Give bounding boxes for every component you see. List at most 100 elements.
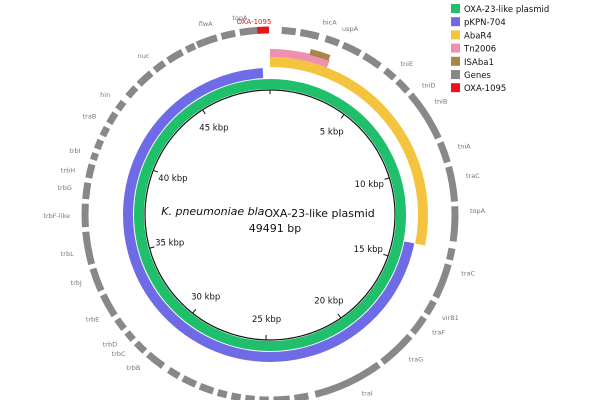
gene-segment bbox=[395, 78, 411, 94]
gene-segment bbox=[299, 29, 320, 40]
gene-segment bbox=[90, 152, 99, 161]
legend-swatch bbox=[451, 43, 460, 53]
gene-segment bbox=[93, 138, 105, 151]
legend-label: AbaR4 bbox=[464, 31, 492, 41]
legend-label: OXA-23-like plasmid bbox=[464, 5, 549, 15]
gene-label: trbD bbox=[103, 340, 117, 348]
legend-label: ISAba1 bbox=[464, 58, 494, 68]
gene-segment bbox=[106, 111, 119, 126]
gene-segment bbox=[152, 60, 167, 73]
tracks-layer bbox=[123, 48, 428, 362]
gene-label: trbH bbox=[61, 167, 75, 175]
legend-item: ISAba1 bbox=[451, 56, 494, 68]
track-abar4 bbox=[269, 57, 428, 246]
gene-label: virB1 bbox=[442, 314, 459, 322]
gene-segment bbox=[230, 392, 242, 400]
gene-label: trbC bbox=[112, 350, 126, 358]
kbp-tick bbox=[149, 246, 155, 249]
genes-layer bbox=[81, 26, 459, 400]
legend: OXA-23-like plasmid pKPN-704 AbaR4 Tn2006 IS… bbox=[451, 4, 549, 94]
gene-segment bbox=[245, 394, 255, 400]
center-title-gene: OXA-23-like plasmid bbox=[264, 207, 374, 220]
gene-label: traB bbox=[83, 112, 97, 120]
track-segment bbox=[269, 57, 428, 246]
track-segment bbox=[134, 79, 406, 351]
kbp-tick bbox=[202, 109, 206, 115]
kbp-tick bbox=[340, 114, 345, 119]
legend-swatch bbox=[451, 83, 460, 93]
track-segment bbox=[269, 49, 330, 68]
gene-label: tniE bbox=[401, 60, 414, 68]
gene-label: trbL bbox=[61, 250, 74, 258]
legend-item: AbaR4 bbox=[451, 30, 492, 41]
gene-segment bbox=[341, 41, 362, 57]
gene-label: traG bbox=[409, 355, 423, 363]
kbp-tick bbox=[153, 169, 159, 173]
gene-label: nuc bbox=[138, 52, 150, 60]
gene-segment bbox=[436, 141, 451, 164]
gene-label: trbE bbox=[86, 316, 99, 324]
gene-segment bbox=[124, 330, 136, 342]
legend-label: Tn2006 bbox=[463, 45, 496, 55]
kbp-tick bbox=[383, 253, 389, 257]
legend-item: pKPN-704 bbox=[451, 17, 506, 28]
gene-label: trbF-like bbox=[43, 212, 70, 220]
kbp-tick-label: 25 kbp bbox=[252, 315, 281, 325]
gene-segment bbox=[89, 267, 105, 293]
gene-segment bbox=[136, 70, 154, 87]
kbp-tick-label: 20 kbp bbox=[314, 297, 343, 307]
legend-label: Genes bbox=[464, 71, 491, 81]
gene-label: trbB bbox=[127, 364, 141, 372]
backbone-layer bbox=[144, 89, 396, 341]
gene-segment bbox=[216, 389, 228, 399]
gene-segment bbox=[362, 52, 382, 69]
gene-label: trbI bbox=[69, 147, 80, 155]
gene-label: traF bbox=[432, 329, 445, 337]
gene-label: topA bbox=[232, 14, 248, 22]
gene-segment bbox=[166, 366, 181, 380]
gene-label: tniA bbox=[458, 143, 471, 151]
gene-segment bbox=[293, 392, 310, 400]
kbp-tick bbox=[337, 313, 342, 319]
gene-label: hin bbox=[100, 91, 110, 99]
gene-segment bbox=[195, 39, 205, 49]
kbp-tick-label: 15 kbp bbox=[354, 245, 383, 255]
legend-item: Tn2006 bbox=[451, 43, 496, 55]
gene-label: tniD bbox=[422, 82, 435, 90]
track-segment bbox=[309, 48, 331, 61]
gene-segment bbox=[82, 182, 92, 200]
legend-item: OXA-1095 bbox=[451, 83, 506, 94]
gene-segment bbox=[220, 29, 236, 40]
gene-segment bbox=[281, 26, 297, 36]
legend-item: OXA-23-like plasmid bbox=[451, 4, 549, 15]
gene-segment bbox=[449, 206, 459, 242]
track-segment bbox=[123, 68, 415, 362]
gene-segment bbox=[85, 163, 96, 179]
gene-segment bbox=[99, 125, 111, 138]
legend-swatch bbox=[451, 56, 460, 66]
legend-item: Genes bbox=[451, 70, 491, 81]
gene-label: flwA bbox=[199, 20, 213, 28]
gene-label: bicA bbox=[323, 19, 338, 27]
gene-segment bbox=[99, 293, 118, 318]
gene-segment bbox=[181, 375, 198, 388]
gene-segment bbox=[380, 333, 413, 365]
gene-segment bbox=[184, 42, 197, 54]
center-title-species: K. pneumoniae bla bbox=[161, 205, 264, 218]
gene-segment bbox=[239, 26, 259, 36]
gene-segment bbox=[198, 383, 215, 395]
gene-segment bbox=[166, 49, 184, 64]
gene-segment bbox=[423, 299, 437, 316]
gene-segment bbox=[133, 340, 148, 354]
gene-segment bbox=[383, 67, 397, 81]
gene-segment bbox=[314, 361, 381, 398]
legend-swatch bbox=[451, 70, 460, 79]
gene-segment bbox=[445, 165, 459, 202]
gene-segment bbox=[446, 247, 456, 261]
labels-layer: 5 kbp 10 kbp 15 kbp 20 kbp 25 kbp 30 kbp 35 kb… bbox=[43, 14, 485, 397]
gene-segment bbox=[324, 35, 341, 47]
kbp-tick-label: 5 kbp bbox=[320, 127, 344, 137]
legend-swatch bbox=[451, 4, 460, 13]
track-pkpn-704 bbox=[123, 68, 415, 362]
